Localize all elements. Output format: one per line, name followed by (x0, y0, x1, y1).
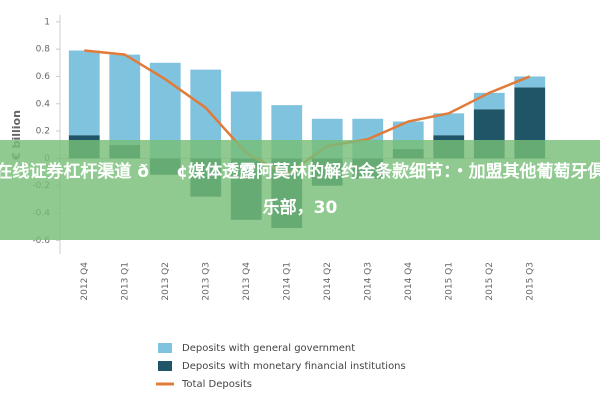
bar (68, 50, 100, 136)
x-tick-label: 2014 Q2 (323, 262, 333, 301)
x-tick-label: 2015 Q2 (485, 262, 495, 301)
bar (514, 76, 546, 88)
banner: 在线证券杠杆渠道 ð¢媒体透露阿莫林的解约金条款细节：・加盟其他葡萄牙俱乐部… (0, 140, 600, 240)
y-tick-label: 0.6 (36, 72, 51, 82)
bar (473, 92, 505, 110)
x-tick-label: 2013 Q1 (120, 262, 130, 301)
x-tick-label: 2013 Q4 (242, 262, 252, 301)
y-tick-label: 0.4 (36, 99, 51, 109)
bar (433, 113, 465, 136)
legend-swatch (158, 361, 172, 371)
bar (109, 54, 141, 145)
legend-label: Total Deposits (181, 379, 252, 390)
x-tick-label: 2012 Q4 (80, 262, 90, 301)
x-tick-label: 2015 Q3 (525, 262, 535, 301)
y-tick-label: 0.8 (36, 45, 51, 55)
x-tick-label: 2014 Q4 (404, 262, 414, 301)
y-tick-label: -0.6 (32, 236, 50, 246)
y-tick-label: 1 (44, 17, 50, 27)
y-tick-label: 0.2 (36, 127, 50, 137)
x-tick-label: 2013 Q2 (161, 262, 171, 301)
x-tick-label: 2013 Q3 (201, 262, 211, 301)
x-tick-label: 2014 Q3 (363, 262, 373, 301)
x-tick-label: 2014 Q1 (282, 262, 292, 301)
legend-label: Deposits with monetary financial institu… (182, 361, 406, 372)
legend-swatch (158, 343, 172, 353)
x-tick-label: 2015 Q1 (444, 262, 454, 301)
legend-label: Deposits with general government (182, 343, 355, 354)
